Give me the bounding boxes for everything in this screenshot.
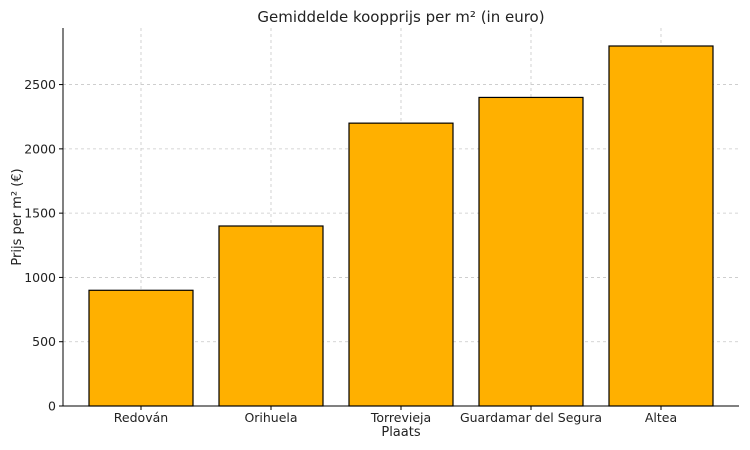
chart-title: Gemiddelde koopprijs per m² (in euro) (257, 8, 544, 26)
x-tick-label: Torrevieja (370, 410, 431, 425)
bar (478, 96, 584, 407)
y-tick-label: 2500 (24, 77, 56, 92)
y-axis-label: Prijs per m² (€) (10, 168, 25, 265)
bar (88, 289, 194, 407)
bar (608, 45, 714, 407)
y-tick-label: 0 (48, 399, 56, 414)
y-tick-label: 1500 (24, 206, 56, 221)
x-tick-label: Orihuela (244, 410, 297, 425)
bar (218, 225, 324, 407)
y-tick-label: 2000 (24, 141, 56, 156)
y-ticks: 0 500 1000 1500 2000 2500 (24, 77, 63, 414)
bars (88, 45, 714, 407)
y-tick-label: 500 (32, 334, 56, 349)
x-tick-label: Altea (645, 410, 677, 425)
y-tick-label: 1000 (24, 270, 56, 285)
x-ticks: Redován Orihuela Torrevieja Guardamar del S… (114, 406, 677, 425)
x-tick-label: Redován (114, 410, 168, 425)
x-tick-label: Guardamar del Segura (460, 410, 602, 425)
bar (348, 122, 454, 407)
x-axis-label: Plaats (381, 425, 420, 440)
